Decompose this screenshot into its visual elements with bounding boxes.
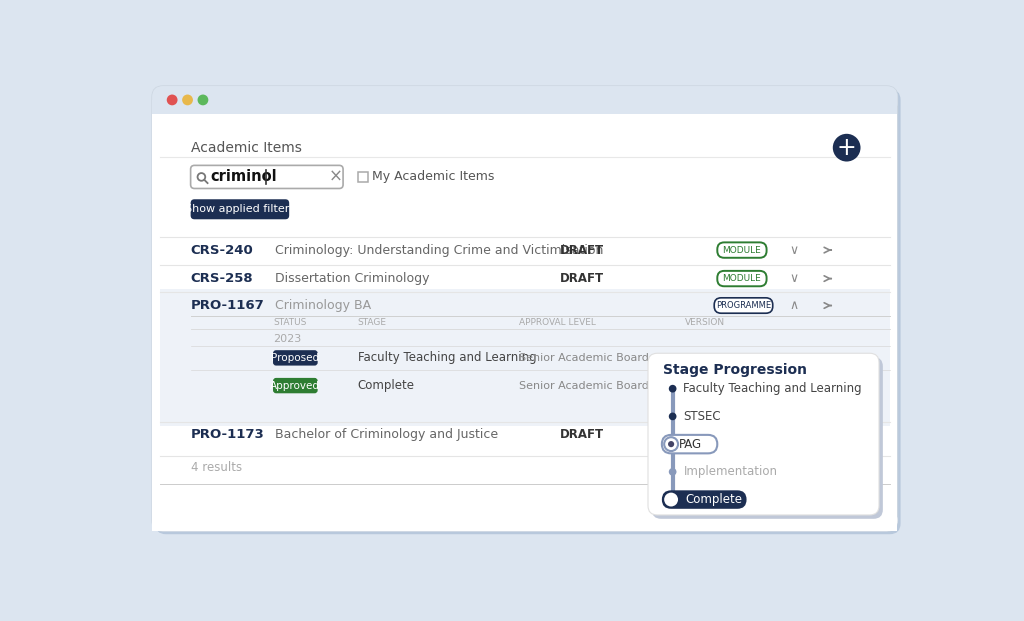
Text: My Academic Items: My Academic Items <box>373 170 495 183</box>
Text: criminol: criminol <box>211 170 278 184</box>
Text: MODULE: MODULE <box>723 274 761 283</box>
Text: Dissertation Criminology: Dissertation Criminology <box>275 272 430 285</box>
Text: Show applied filters: Show applied filters <box>185 204 295 214</box>
Text: CRS-258: CRS-258 <box>190 272 253 285</box>
Text: Faculty Teaching and Learning: Faculty Teaching and Learning <box>683 382 862 395</box>
Text: PAG: PAG <box>679 438 701 451</box>
Circle shape <box>167 94 177 106</box>
FancyBboxPatch shape <box>652 357 883 519</box>
FancyBboxPatch shape <box>662 491 746 509</box>
Circle shape <box>198 94 208 106</box>
Text: Criminology BA: Criminology BA <box>275 299 372 312</box>
Text: ×: × <box>329 168 342 186</box>
Text: APPROVAL LEVEL: APPROVAL LEVEL <box>519 318 596 327</box>
Text: Bachelor of Criminology and Justice: Bachelor of Criminology and Justice <box>275 428 499 442</box>
FancyBboxPatch shape <box>717 271 767 286</box>
Text: PROGRAMME: PROGRAMME <box>716 301 771 310</box>
Text: Senior Academic Board: Senior Academic Board <box>519 381 649 391</box>
Circle shape <box>833 134 860 161</box>
Bar <box>153 114 897 531</box>
Text: +: + <box>837 135 856 160</box>
Circle shape <box>668 441 674 447</box>
Text: Stage Progression: Stage Progression <box>664 363 807 377</box>
FancyBboxPatch shape <box>153 86 897 114</box>
Circle shape <box>669 412 677 420</box>
Circle shape <box>665 492 678 507</box>
Text: Proposed: Proposed <box>271 353 319 363</box>
Text: Faculty Teaching and Learning: Faculty Teaching and Learning <box>357 351 537 365</box>
Text: 2023: 2023 <box>273 334 301 345</box>
Circle shape <box>669 385 677 392</box>
Text: Criminology: Understanding Crime and Victimisation: Criminology: Understanding Crime and Vic… <box>275 243 604 256</box>
Text: ∨: ∨ <box>790 272 799 285</box>
FancyBboxPatch shape <box>153 86 897 531</box>
Text: Approved: Approved <box>270 381 321 391</box>
Text: STSEC: STSEC <box>683 410 721 423</box>
Bar <box>358 171 369 181</box>
Text: VERSION: VERSION <box>685 318 725 327</box>
Text: MODULE: MODULE <box>723 245 761 255</box>
FancyBboxPatch shape <box>648 353 879 515</box>
Text: ∨: ∨ <box>790 243 799 256</box>
Text: Senior Academic Board: Senior Academic Board <box>519 353 649 363</box>
Text: PRO-1167: PRO-1167 <box>190 299 264 312</box>
FancyBboxPatch shape <box>190 165 343 189</box>
Text: DRAFT: DRAFT <box>560 272 604 285</box>
Circle shape <box>669 468 677 476</box>
FancyBboxPatch shape <box>273 350 317 366</box>
Text: STATUS: STATUS <box>273 318 306 327</box>
FancyBboxPatch shape <box>662 435 717 453</box>
Text: Implementation: Implementation <box>683 465 777 478</box>
FancyBboxPatch shape <box>190 199 289 219</box>
Bar <box>160 289 890 425</box>
Text: Academic Items: Academic Items <box>190 141 301 155</box>
Text: DRAFT: DRAFT <box>560 428 604 442</box>
FancyBboxPatch shape <box>156 89 900 534</box>
Text: Complete: Complete <box>357 379 415 392</box>
FancyBboxPatch shape <box>717 242 767 258</box>
Text: PRO-1173: PRO-1173 <box>190 428 264 442</box>
FancyBboxPatch shape <box>714 298 773 313</box>
Circle shape <box>665 437 678 451</box>
Bar <box>153 100 897 114</box>
Text: Complete: Complete <box>685 493 742 506</box>
Text: STAGE: STAGE <box>357 318 387 327</box>
Text: CRS-240: CRS-240 <box>190 243 253 256</box>
Text: DRAFT: DRAFT <box>560 243 604 256</box>
Text: ∧: ∧ <box>790 299 799 312</box>
Text: 4 results: 4 results <box>190 461 242 474</box>
FancyBboxPatch shape <box>153 510 897 531</box>
Circle shape <box>182 94 193 106</box>
FancyBboxPatch shape <box>273 378 317 393</box>
